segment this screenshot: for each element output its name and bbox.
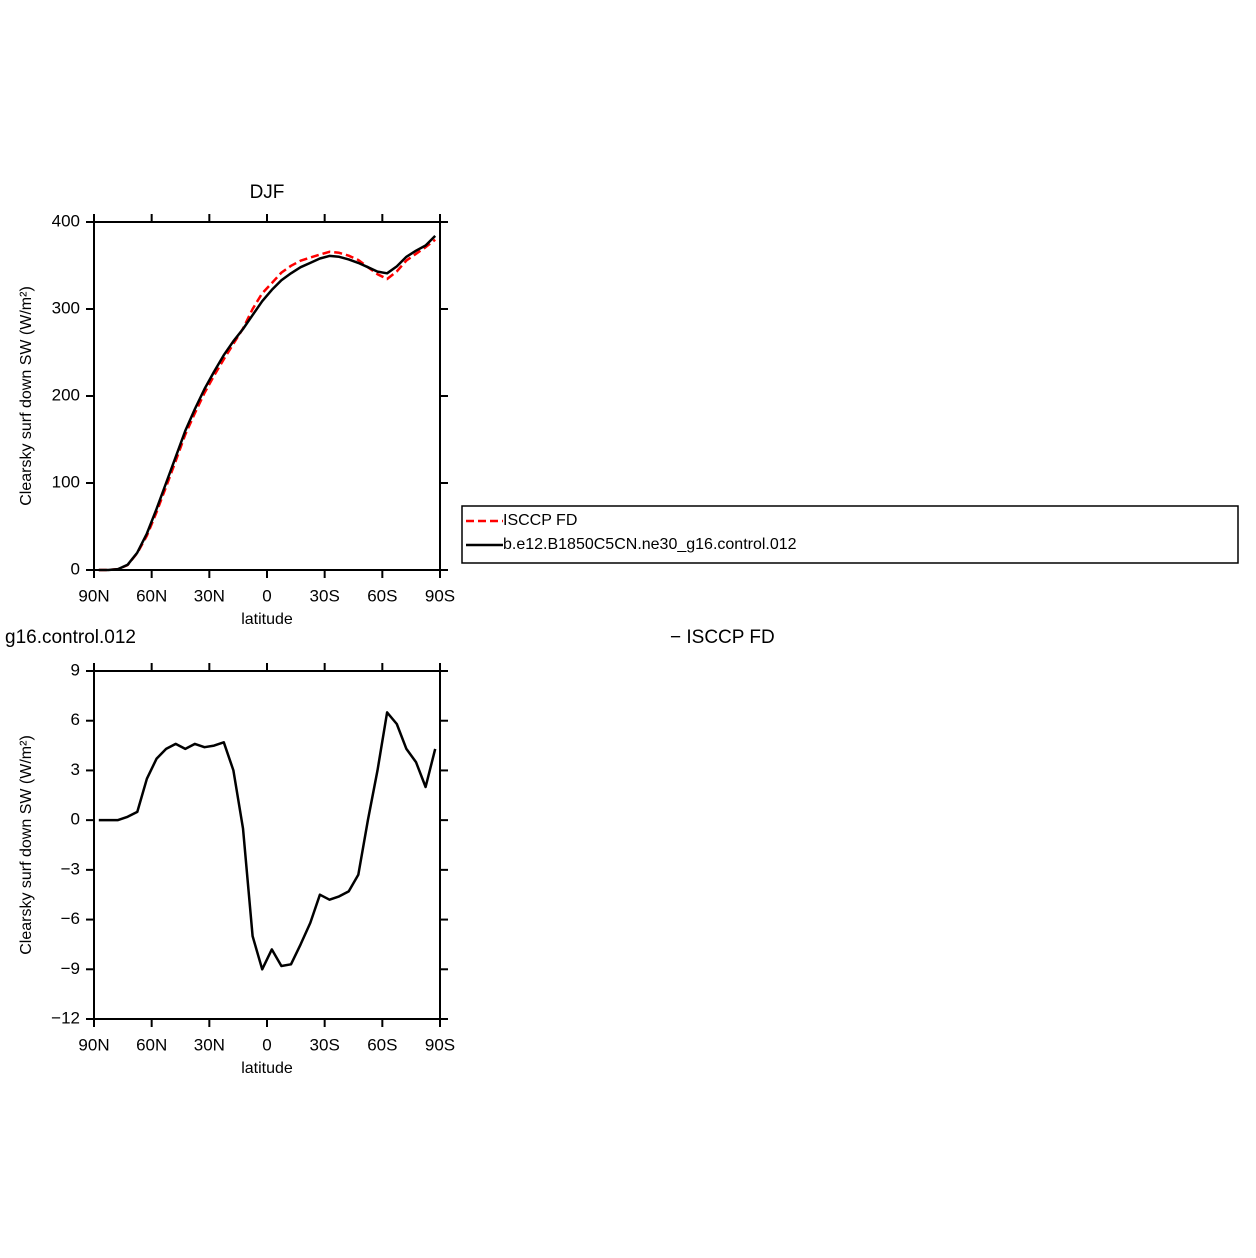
y-tick-label: −3 bbox=[61, 859, 80, 878]
y-tick-label: 0 bbox=[71, 559, 80, 578]
y-tick-label: 9 bbox=[71, 660, 80, 679]
x-tick-label: 60S bbox=[367, 1035, 397, 1054]
plot-frame bbox=[93, 221, 441, 571]
y-tick-label: −12 bbox=[51, 1008, 80, 1027]
chart-title: g16.control.012 bbox=[5, 627, 136, 648]
y-tick-label: 100 bbox=[52, 472, 80, 491]
y-axis-label: Clearsky surf down SW (W/m²) bbox=[18, 286, 35, 506]
y-tick-label: 300 bbox=[52, 298, 80, 317]
x-tick-label: 60S bbox=[367, 586, 397, 605]
y-axis-label: Clearsky surf down SW (W/m²) bbox=[18, 735, 35, 955]
x-axis-label: latitude bbox=[241, 1060, 293, 1077]
x-tick-label: 90S bbox=[425, 1035, 455, 1054]
legend-label: ISCCP FD bbox=[503, 512, 577, 529]
x-tick-label: 30N bbox=[194, 586, 225, 605]
legend-label: b.e12.B1850C5CN.ne30_g16.control.012 bbox=[503, 536, 797, 553]
x-tick-label: 30S bbox=[310, 586, 340, 605]
x-tick-label: 90N bbox=[78, 1035, 109, 1054]
x-tick-label: 0 bbox=[262, 586, 271, 605]
x-tick-label: 90S bbox=[425, 586, 455, 605]
y-tick-label: −6 bbox=[61, 909, 80, 928]
y-tick-label: 3 bbox=[71, 760, 80, 779]
y-tick-label: 0 bbox=[71, 810, 80, 829]
legend-box bbox=[461, 505, 1239, 564]
chart-title: − ISCCP FD bbox=[670, 627, 775, 648]
x-tick-label: 30S bbox=[310, 1035, 340, 1054]
x-axis-label: latitude bbox=[241, 611, 293, 628]
plot-frame bbox=[93, 670, 441, 1020]
chart-title: DJF bbox=[250, 182, 285, 203]
x-tick-label: 60N bbox=[136, 586, 167, 605]
y-tick-label: −9 bbox=[61, 959, 80, 978]
y-tick-label: 200 bbox=[52, 385, 80, 404]
x-tick-label: 30N bbox=[194, 1035, 225, 1054]
data-line bbox=[98, 235, 437, 572]
x-tick-label: 0 bbox=[262, 1035, 271, 1054]
y-tick-label: 6 bbox=[71, 710, 80, 729]
data-line bbox=[98, 711, 437, 971]
data-line bbox=[98, 238, 436, 572]
x-tick-label: 90N bbox=[78, 586, 109, 605]
y-tick-label: 400 bbox=[52, 211, 80, 230]
x-tick-label: 60N bbox=[136, 1035, 167, 1054]
